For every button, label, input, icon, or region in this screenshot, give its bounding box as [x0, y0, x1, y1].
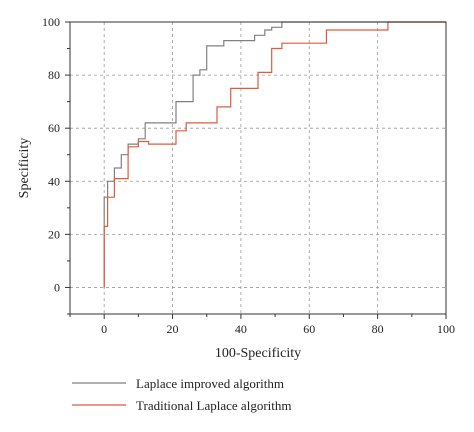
- grid: [70, 21, 447, 314]
- y-tick-label: 20: [48, 227, 60, 241]
- x-tick-label: 80: [372, 322, 384, 336]
- legend: Laplace improved algorithm Traditional La…: [72, 376, 291, 413]
- axis-ticks: 0 20 40 60 80 100 0 20 40 60 80 100: [42, 15, 455, 336]
- x-tick-label: 40: [235, 322, 247, 336]
- y-tick-label: 80: [48, 68, 60, 82]
- legend-label: Traditional Laplace algorithm: [136, 398, 291, 413]
- y-tick-label: 40: [48, 174, 60, 188]
- y-tick-label: 0: [54, 280, 60, 294]
- series-lines: [103, 21, 446, 288]
- x-tick-label: 20: [167, 322, 179, 336]
- y-tick-label: 100: [42, 15, 60, 29]
- x-tick-label: 60: [303, 322, 315, 336]
- y-tick-label: 60: [48, 121, 60, 135]
- traditional-laplace-line: [103, 21, 446, 288]
- y-axis-title: Specificity: [17, 138, 32, 199]
- laplace-improved-line: [103, 21, 446, 288]
- legend-label: Laplace improved algorithm: [136, 376, 284, 391]
- x-axis-title: 100-Specificity: [215, 346, 301, 361]
- x-tick-label: 0: [101, 322, 107, 336]
- plot-frame: [69, 21, 447, 315]
- x-tick-label: 100: [437, 322, 455, 336]
